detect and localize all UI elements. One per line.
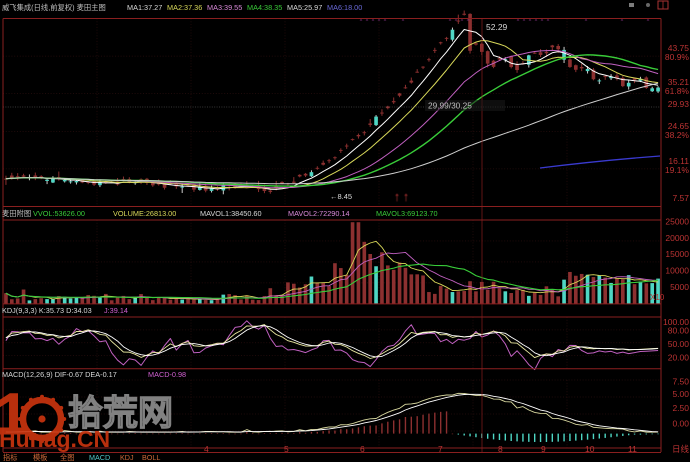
svg-text:7.50: 7.50 <box>672 377 689 387</box>
svg-text:80.9%: 80.9% <box>665 52 690 62</box>
svg-text:50.00: 50.00 <box>668 339 690 349</box>
svg-text:x: x <box>384 17 387 23</box>
svg-text:指标: 指标 <box>3 453 17 462</box>
svg-text:MA3:39.55: MA3:39.55 <box>207 3 242 12</box>
svg-text:↑: ↑ <box>403 189 410 204</box>
svg-text:7.57: 7.57 <box>672 193 689 203</box>
svg-text:20.00: 20.00 <box>668 353 690 363</box>
svg-text:11: 11 <box>628 444 637 454</box>
svg-text:15000: 15000 <box>665 249 689 259</box>
svg-text:10000: 10000 <box>665 266 689 276</box>
svg-text:x: x <box>402 17 405 23</box>
svg-text:x: x <box>541 17 544 23</box>
svg-text:Hunag.CN: Hunag.CN <box>0 426 110 452</box>
svg-text:x: x <box>529 17 532 23</box>
svg-text:25000: 25000 <box>665 217 689 227</box>
svg-text:19.1%: 19.1% <box>665 165 690 175</box>
svg-text:8: 8 <box>498 444 503 454</box>
svg-text:x: x <box>517 17 520 23</box>
svg-text:x: x <box>535 17 538 23</box>
svg-text:威飞集成(日线,前复权) 麦田主图: 威飞集成(日线,前复权) 麦田主图 <box>2 3 106 12</box>
svg-text:KDJ: KDJ <box>120 453 134 462</box>
svg-text:x: x <box>372 17 375 23</box>
svg-text:←8.45: ←8.45 <box>330 192 352 201</box>
svg-text:x: x <box>523 17 526 23</box>
svg-text:VOLUME:26813.00: VOLUME:26813.00 <box>113 209 176 218</box>
svg-text:x: x <box>621 17 624 23</box>
svg-text:VVOL:53626.00: VVOL:53626.00 <box>33 209 85 218</box>
svg-text:x: x <box>366 17 369 23</box>
svg-text:麦田附图: 麦田附图 <box>2 209 31 218</box>
svg-text:7: 7 <box>438 444 443 454</box>
svg-text:MA1:37.27: MA1:37.27 <box>127 3 162 12</box>
svg-text:9: 9 <box>541 444 546 454</box>
svg-text:x: x <box>647 17 650 23</box>
svg-text:5000: 5000 <box>670 282 689 292</box>
svg-text:x: x <box>547 17 550 23</box>
svg-text:x: x <box>455 17 458 23</box>
svg-text:MAVOL3:69123.70: MAVOL3:69123.70 <box>376 209 438 218</box>
svg-text:29.93: 29.93 <box>668 99 690 109</box>
svg-text:38.2%: 38.2% <box>665 130 690 140</box>
svg-text:MACD-0.98: MACD-0.98 <box>148 370 186 379</box>
svg-text:BOLL: BOLL <box>142 453 160 462</box>
svg-text:MA6:18.00: MA6:18.00 <box>327 3 362 12</box>
svg-text:日线: 日线 <box>672 444 690 454</box>
svg-text:5.00: 5.00 <box>672 389 689 399</box>
svg-text:29.99/30.25: 29.99/30.25 <box>428 101 472 111</box>
svg-text:20000: 20000 <box>665 233 689 243</box>
svg-text:X10: X10 <box>650 293 665 302</box>
svg-text:x: x <box>449 17 452 23</box>
svg-text:↑: ↑ <box>394 189 401 204</box>
svg-text:全图: 全图 <box>60 453 74 462</box>
svg-text:x: x <box>461 17 464 23</box>
svg-text:KDJ(9,3,3) K:35.73 D:34.03: KDJ(9,3,3) K:35.73 D:34.03 <box>2 306 92 315</box>
svg-text:MA5:25.97: MA5:25.97 <box>287 3 322 12</box>
svg-text:5: 5 <box>284 444 289 454</box>
svg-text:61.8%: 61.8% <box>665 86 690 96</box>
svg-text:0.00: 0.00 <box>672 419 689 429</box>
svg-text:x: x <box>585 17 588 23</box>
svg-text:4: 4 <box>204 444 209 454</box>
svg-text:MA4:38.35: MA4:38.35 <box>247 3 282 12</box>
svg-text:MACD(12,26,9) DIF-0.67 DEA-0.1: MACD(12,26,9) DIF-0.67 DEA-0.17 <box>2 370 117 379</box>
svg-text:MA2:37.36: MA2:37.36 <box>167 3 202 12</box>
svg-text:MACD: MACD <box>89 453 110 462</box>
svg-text:10: 10 <box>585 444 595 454</box>
svg-text:x: x <box>378 17 381 23</box>
svg-text:x: x <box>467 17 470 23</box>
svg-text:J:39.14: J:39.14 <box>104 306 128 315</box>
svg-text:2.50: 2.50 <box>672 403 689 413</box>
svg-text:模板: 模板 <box>33 453 47 462</box>
svg-text:MAVOL2:72290.14: MAVOL2:72290.14 <box>288 209 350 218</box>
svg-text:52.29: 52.29 <box>486 22 508 32</box>
svg-text:MAVOL1:38450.60: MAVOL1:38450.60 <box>200 209 262 218</box>
svg-text:80.00: 80.00 <box>668 326 690 336</box>
svg-text:6: 6 <box>360 444 365 454</box>
svg-text:x: x <box>360 17 363 23</box>
